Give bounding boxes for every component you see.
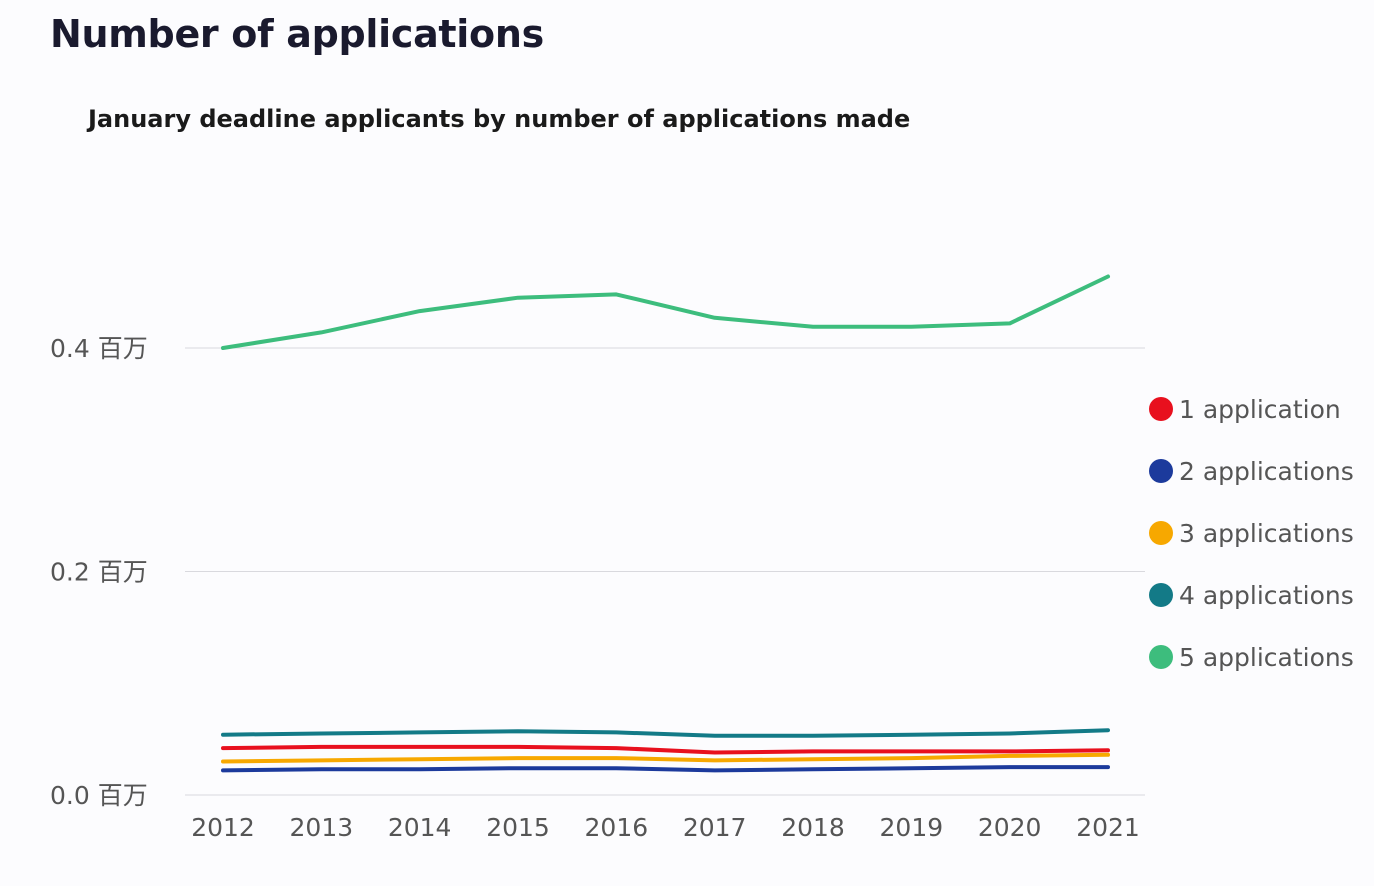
legend-item[interactable]: 3 applications — [1149, 519, 1354, 548]
legend-swatch — [1149, 397, 1173, 421]
page-title: Number of applications — [50, 12, 544, 56]
x-tick-label: 2014 — [388, 813, 452, 842]
gridlines — [185, 347, 1145, 796]
legend-item[interactable]: 4 applications — [1149, 581, 1354, 610]
y-tick-label: 0.0 百万 — [50, 781, 148, 810]
legend-label: 5 applications — [1179, 643, 1354, 672]
legend: 1 application 2 applications 3 application… — [1149, 395, 1354, 672]
legend-item[interactable]: 2 applications — [1149, 457, 1354, 486]
legend-label: 4 applications — [1179, 581, 1354, 610]
x-axis-labels: 2012 2013 2014 2015 2016 2017 2018 2019 2020 2021 — [191, 813, 1140, 842]
y-tick-label: 0.2 百万 — [50, 558, 148, 587]
series-line-4[interactable] — [221, 728, 1110, 738]
x-tick-label: 2017 — [683, 813, 747, 842]
series-lines — [221, 274, 1110, 773]
x-tick-label: 2012 — [191, 813, 255, 842]
legend-swatch — [1149, 521, 1173, 545]
legend-label: 2 applications — [1179, 457, 1354, 486]
series-line-5[interactable] — [221, 274, 1110, 350]
series-line-3[interactable] — [221, 752, 1110, 764]
y-tick-label: 0.4 百万 — [50, 334, 148, 363]
legend-label: 3 applications — [1179, 519, 1354, 548]
legend-label: 1 application — [1179, 395, 1341, 424]
series-line-1[interactable] — [221, 744, 1110, 755]
x-tick-label: 2021 — [1076, 813, 1140, 842]
y-axis-labels: 0.0 百万 0.2 百万 0.4 百万 — [50, 334, 148, 810]
x-tick-label: 2018 — [781, 813, 845, 842]
legend-swatch — [1149, 459, 1173, 483]
legend-item[interactable]: 5 applications — [1149, 643, 1354, 672]
x-tick-label: 2020 — [978, 813, 1042, 842]
legend-item[interactable]: 1 application — [1149, 395, 1341, 424]
legend-swatch — [1149, 645, 1173, 669]
legend-swatch — [1149, 583, 1173, 607]
x-tick-label: 2015 — [486, 813, 550, 842]
x-tick-label: 2013 — [290, 813, 354, 842]
x-tick-label: 2016 — [585, 813, 649, 842]
chart-title: January deadline applicants by number of… — [88, 105, 911, 133]
series-line-2[interactable] — [221, 765, 1110, 773]
x-tick-label: 2019 — [880, 813, 944, 842]
